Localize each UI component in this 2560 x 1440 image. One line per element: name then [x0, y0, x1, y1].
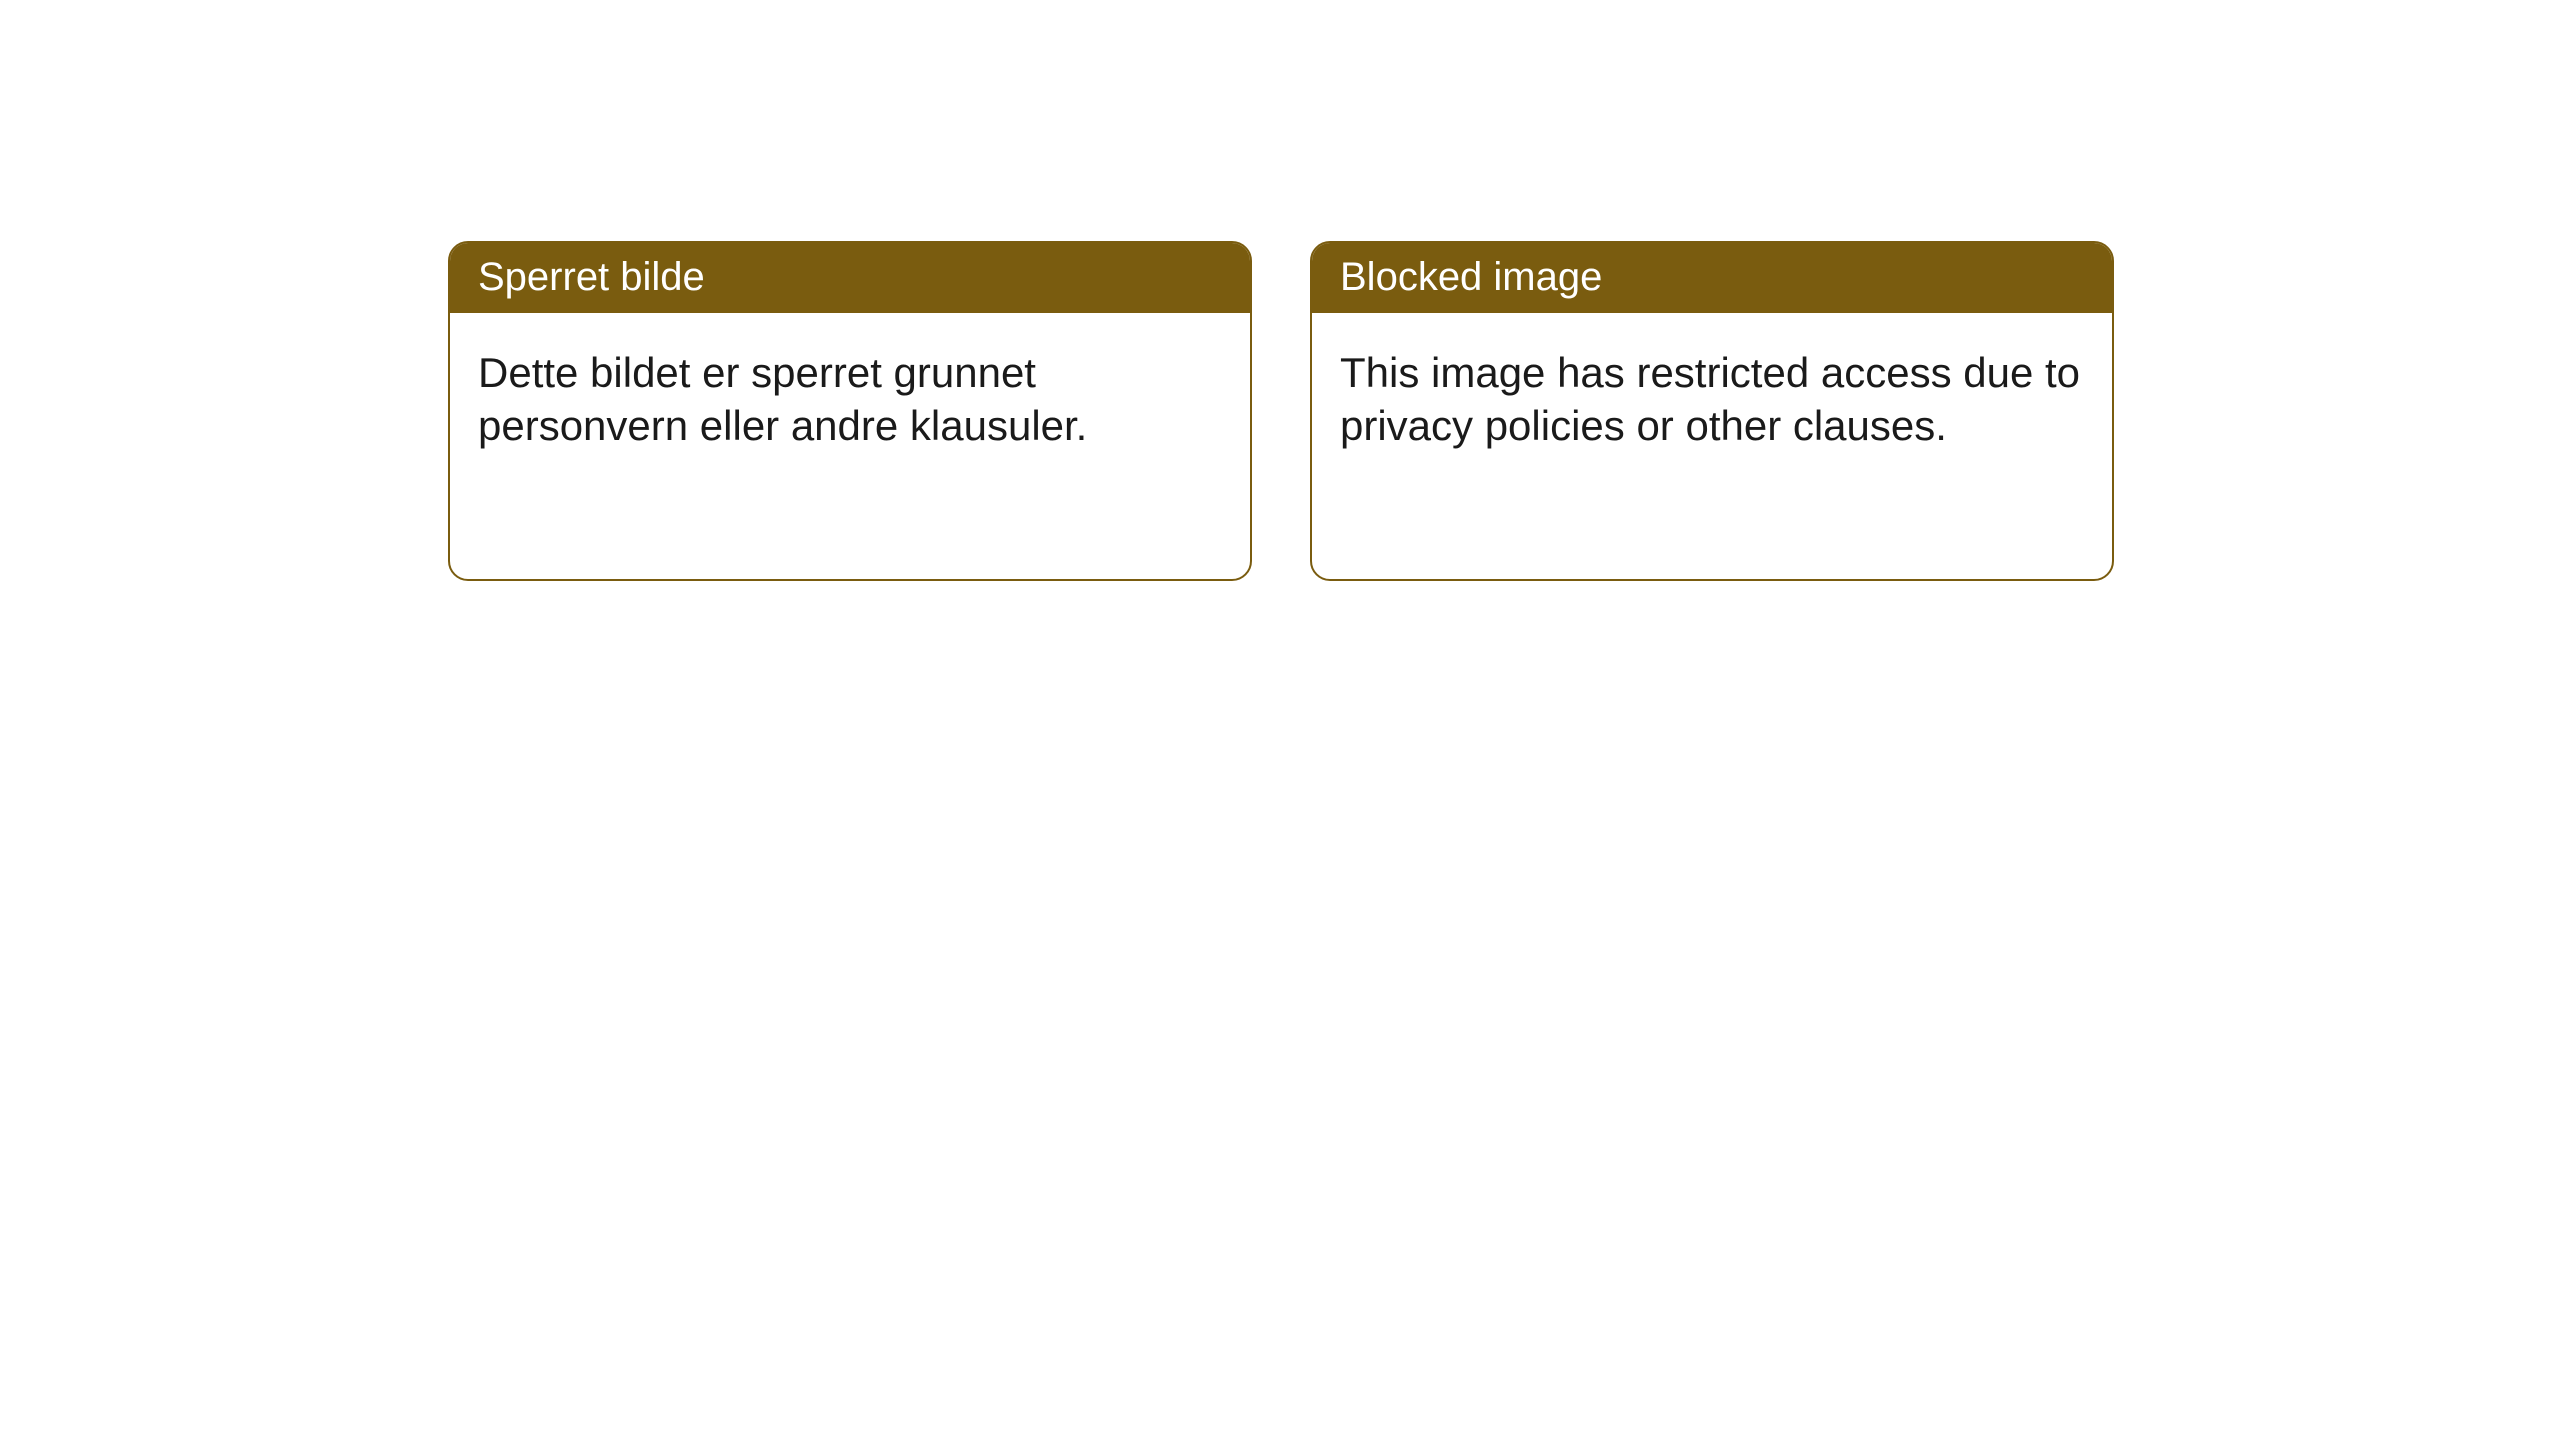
card-header: Sperret bilde [450, 243, 1250, 313]
notice-cards-container: Sperret bilde Dette bildet er sperret gr… [0, 0, 2560, 581]
card-header: Blocked image [1312, 243, 2112, 313]
card-body: This image has restricted access due to … [1312, 313, 2112, 480]
notice-card-norwegian: Sperret bilde Dette bildet er sperret gr… [448, 241, 1252, 581]
notice-card-english: Blocked image This image has restricted … [1310, 241, 2114, 581]
card-body: Dette bildet er sperret grunnet personve… [450, 313, 1250, 480]
